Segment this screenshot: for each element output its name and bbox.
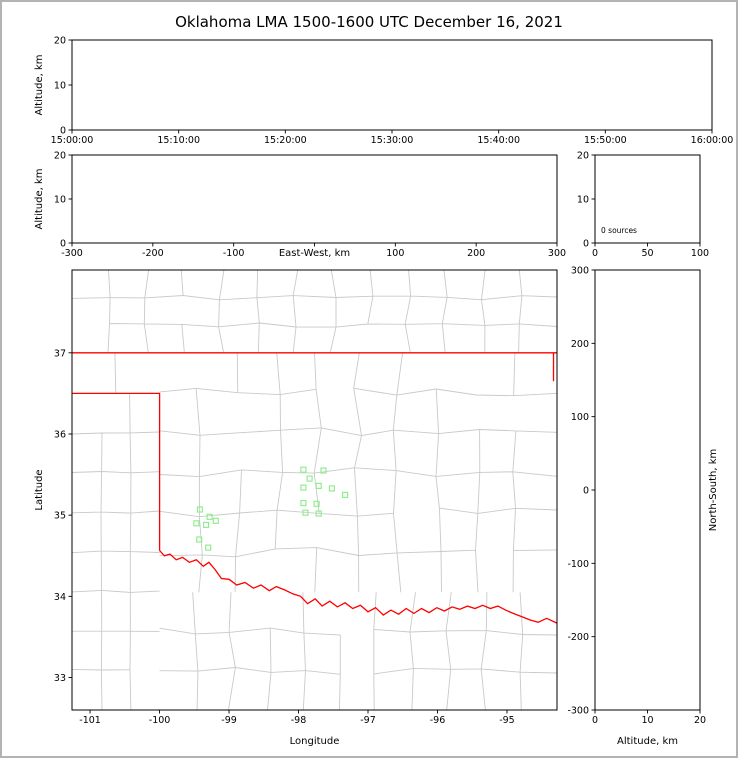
y-tick-label: 20 [577, 151, 589, 162]
panels-group: 15:00:00 15:10:00 15:20:00 15:30:00 15:40:00… [34, 36, 733, 748]
x-tick-label: 300 [548, 248, 566, 259]
x-tick-label: -98 [291, 715, 307, 726]
y-tick-label: 300 [571, 266, 589, 277]
y-tick-label: 36 [54, 429, 66, 440]
x-tick-label: -99 [221, 715, 237, 726]
lma-station-marker [313, 500, 320, 507]
x-tick-label: 15:40:00 [477, 135, 520, 146]
x-tick-label: -100 [149, 715, 171, 726]
y-tick-label: 37 [54, 348, 66, 359]
y-axis-label-ew_height: Altitude, km [34, 169, 45, 230]
panel-time_height: 15:00:00 15:10:00 15:20:00 15:30:00 15:40:00… [34, 36, 733, 147]
x-tick-label: -95 [499, 715, 515, 726]
lma-station-marker [206, 513, 213, 520]
x-tick-label: 15:10:00 [157, 135, 200, 146]
y-tick-label: 20 [54, 36, 66, 47]
sources-annotation: 0 sources [601, 226, 637, 235]
x-tick-label: 15:30:00 [371, 135, 414, 146]
county-boundaries-texas-panhandle [72, 393, 160, 710]
lma-station-marker [196, 536, 203, 543]
x-tick-label: 100 [691, 248, 709, 259]
y-tick-label: 34 [54, 592, 66, 603]
x-tick-label: 0 [592, 248, 598, 259]
lma-station-marker [306, 475, 313, 482]
x-tick-label: 15:00:00 [51, 135, 94, 146]
y-tick-label: 0 [583, 486, 589, 497]
x-tick-label: 15:20:00 [264, 135, 307, 146]
y-tick-label: 0 [583, 239, 589, 250]
y-tick-label: 35 [54, 511, 66, 522]
y-tick-label: 10 [54, 81, 66, 92]
y-tick-label: 0 [60, 239, 66, 250]
county-boundaries-oklahoma [159, 352, 557, 593]
y-tick-label: 0 [60, 126, 66, 137]
x-tick-label: -300 [61, 248, 83, 259]
lma-station-marker [342, 491, 349, 498]
x-axis-label-plan_view_map: Longitude [290, 736, 340, 747]
y-tick-label: -300 [567, 706, 589, 717]
y-tick-label: 10 [577, 195, 589, 206]
lma-station-marker [300, 484, 307, 491]
lma-station-marker [302, 509, 309, 516]
x-tick-label: -101 [79, 715, 101, 726]
x-tick-label: 20 [694, 715, 706, 726]
lma-station-marker [320, 467, 327, 474]
axis-frame-ns_height [594, 269, 701, 711]
axis-frame-ew_height [71, 154, 558, 244]
lma-station-marker [205, 544, 212, 551]
x-tick-label: 10 [641, 715, 653, 726]
y-tick-label: 20 [54, 151, 66, 162]
y-tick-label: 200 [571, 339, 589, 350]
lma-station-marker [212, 517, 219, 524]
x-tick-label: -100 [223, 248, 245, 259]
red-river-state-line [159, 550, 557, 624]
panel-ns_height: 0 10 20 -300 -200 -100 0 100 200 300 Altitude, km N… [567, 266, 719, 748]
x-tick-label: 200 [467, 248, 485, 259]
figure-title: Oklahoma LMA 1500-1600 UTC December 16, … [175, 13, 563, 31]
map-layers [72, 270, 557, 710]
x-axis-label-ns_height: Altitude, km [617, 736, 678, 747]
county-boundaries-oklahoma-panhandle [114, 352, 117, 394]
y-tick-label: 100 [571, 412, 589, 423]
y-tick-label: 10 [54, 195, 66, 206]
lma-station-marker [203, 521, 210, 529]
lma-station-marker [193, 520, 200, 527]
x-tick-label: -97 [360, 715, 376, 726]
y-tick-label: 33 [54, 673, 66, 684]
panhandle-state-line [72, 392, 161, 551]
lma-station-marker [300, 499, 307, 507]
x-tick-label: 15:50:00 [584, 135, 627, 146]
x-axis-label-ew_height: East-West, km [279, 248, 350, 259]
y-axis-label-plan_view_map: Latitude [34, 469, 45, 510]
y-tick-label: -100 [567, 559, 589, 570]
panel-height_histogram: 0 50 100 0 10 20 0 sources [577, 151, 709, 260]
county-boundaries-kansas [72, 270, 557, 353]
lma-station-marker [196, 506, 203, 513]
panel-plan_view_map: -101 -100 -99 -98 -97 -96 -95 33 34 35 36 37 Longitu… [34, 269, 558, 747]
y-tick-label: -200 [567, 632, 589, 643]
x-tick-label: 16:00:00 [691, 135, 734, 146]
lma-station-marker [315, 510, 322, 517]
lma-station-marker [328, 485, 335, 492]
x-tick-label: 0 [592, 715, 598, 726]
axis-frame-time_height [71, 39, 713, 131]
x-tick-label: -96 [430, 715, 446, 726]
county-boundaries-texas-north [159, 592, 557, 710]
x-tick-label: 100 [386, 248, 404, 259]
axis-frame-plan_view_map [71, 269, 558, 711]
lma-station-marker [315, 482, 322, 489]
y-axis-label-time_height: Altitude, km [34, 55, 45, 116]
y-axis-label-ns_height: North-South, km [708, 449, 719, 532]
lma-station-marker [300, 466, 307, 473]
panel-ew_height: -300 -200 -100 100 200 300 0 10 20 East-West, km A… [34, 151, 566, 260]
x-tick-label: 50 [641, 248, 653, 259]
x-tick-label: -200 [142, 248, 164, 259]
